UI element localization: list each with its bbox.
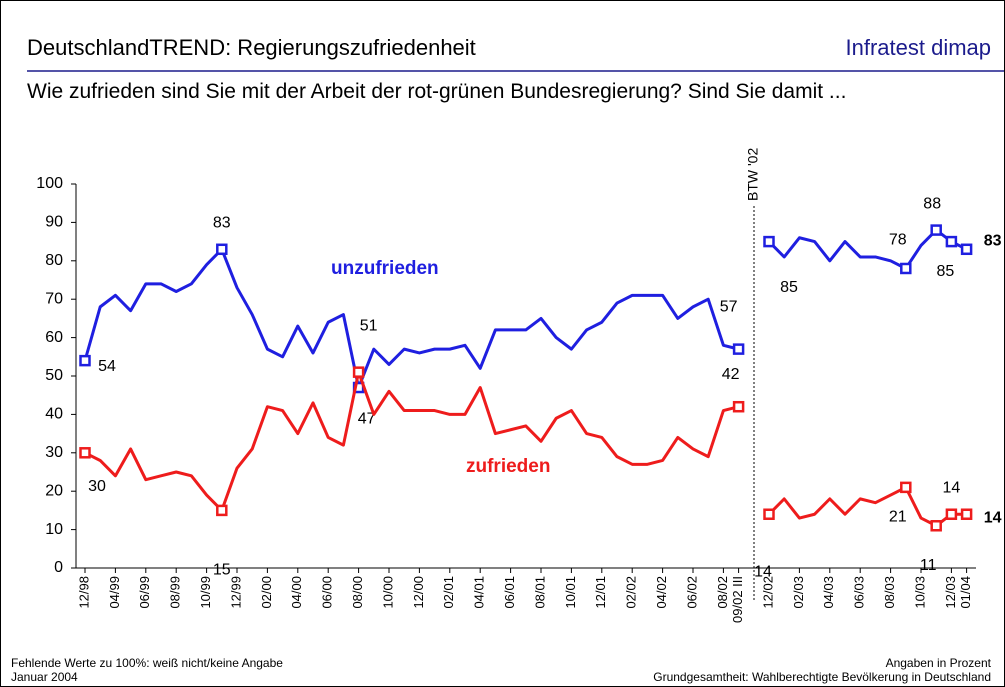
y-tick-label: 20 xyxy=(45,482,63,499)
data-label: 51 xyxy=(360,317,378,334)
y-tick-label: 100 xyxy=(36,175,63,192)
point-marker xyxy=(352,366,365,378)
x-tick-label: 10/99 xyxy=(198,576,213,609)
x-tick-label: 02/01 xyxy=(441,576,456,609)
title: DeutschlandTREND: Regierungszufriedenhei… xyxy=(27,35,476,60)
point-marker xyxy=(732,400,745,413)
point-marker xyxy=(930,224,942,236)
footer-left: Fehlende Werte zu 100%: weiß nicht/keine… xyxy=(11,656,283,670)
point-marker xyxy=(79,447,91,459)
point-marker xyxy=(900,481,912,494)
x-tick-label: 04/00 xyxy=(289,576,304,609)
x-tick-label: 08/02 xyxy=(715,576,730,609)
x-tick-label: 04/03 xyxy=(821,576,836,609)
x-tick-label: 06/02 xyxy=(684,576,699,609)
x-tick-label: 02/03 xyxy=(791,576,806,609)
point-marker xyxy=(900,262,912,275)
x-tick-label: 12/99 xyxy=(228,576,243,609)
point-marker xyxy=(732,343,745,355)
data-label: 85 xyxy=(780,279,798,296)
x-tick-label: 10/00 xyxy=(380,576,395,609)
data-label: 47 xyxy=(358,411,376,428)
x-tick-label: 08/01 xyxy=(532,576,547,609)
y-tick-label: 90 xyxy=(45,214,63,231)
x-tick-label: 04/01 xyxy=(472,576,487,609)
x-tick-label: 08/00 xyxy=(350,576,365,609)
annotation: BTW '02 xyxy=(745,148,761,201)
x-tick-label: 10/03 xyxy=(912,576,927,609)
footer-right: Angaben in Prozent xyxy=(886,656,992,670)
data-label: 57 xyxy=(720,298,738,315)
series-line xyxy=(84,370,967,528)
x-tick-label: 12/01 xyxy=(593,576,608,609)
data-label: 14 xyxy=(984,509,1002,526)
footer-right: Grundgesamtheit: Wahlberechtigte Bevölke… xyxy=(653,670,991,684)
point-marker xyxy=(945,508,958,520)
data-label: 78 xyxy=(889,232,907,249)
x-tick-label: 06/00 xyxy=(320,576,335,609)
x-tick-label: 06/99 xyxy=(137,576,152,609)
question: Wie zufrieden sind Sie mit der Arbeit de… xyxy=(27,80,847,103)
data-label: 54 xyxy=(98,358,116,375)
x-tick-label: 06/01 xyxy=(502,576,517,609)
point-marker xyxy=(945,235,958,248)
data-label: 85 xyxy=(937,263,955,280)
y-tick-label: 40 xyxy=(45,406,63,423)
point-marker xyxy=(216,504,228,517)
data-label: 14 xyxy=(943,479,961,496)
x-tick-label: 02/00 xyxy=(259,576,274,609)
x-tick-label: 09/02 III xyxy=(730,576,745,623)
series-label: zufrieden xyxy=(466,456,550,477)
x-tick-label: 01/04 xyxy=(958,576,973,609)
point-marker xyxy=(763,235,775,248)
x-tick-label: 12/02 xyxy=(760,576,775,609)
y-tick-label: 70 xyxy=(45,290,63,307)
data-label: 83 xyxy=(984,232,1002,249)
point-marker xyxy=(960,508,973,520)
data-label: 14 xyxy=(754,563,772,580)
data-label: 83 xyxy=(213,214,231,231)
footer-left: Januar 2004 xyxy=(11,670,78,684)
y-tick-label: 10 xyxy=(45,521,63,538)
y-tick-label: 50 xyxy=(45,367,63,384)
y-tick-label: 80 xyxy=(45,252,63,269)
point-marker xyxy=(930,520,942,532)
x-tick-label: 06/03 xyxy=(852,576,867,609)
series-label: unzufrieden xyxy=(331,258,439,279)
x-tick-label: 12/98 xyxy=(76,576,91,609)
x-tick-label: 02/02 xyxy=(624,576,639,609)
x-tick-label: 08/03 xyxy=(882,576,897,609)
x-tick-label: 12/03 xyxy=(943,576,958,609)
y-tick-label: 0 xyxy=(54,559,63,576)
point-marker xyxy=(79,354,91,367)
point-marker xyxy=(960,243,973,256)
y-tick-label: 30 xyxy=(45,444,63,461)
point-marker xyxy=(763,508,775,520)
brand: Infratest dimap xyxy=(845,35,991,60)
data-label: 88 xyxy=(923,195,941,212)
x-tick-label: 08/99 xyxy=(168,576,183,609)
x-tick-label: 12/00 xyxy=(411,576,426,609)
data-label: 30 xyxy=(88,478,106,495)
x-tick-label: 04/99 xyxy=(107,576,122,609)
point-marker xyxy=(216,243,228,256)
data-label: 15 xyxy=(213,562,231,579)
data-label: 42 xyxy=(722,366,740,383)
x-tick-label: 10/01 xyxy=(563,576,578,609)
x-tick-label: 04/02 xyxy=(654,576,669,609)
data-label: 11 xyxy=(920,557,937,574)
y-tick-label: 60 xyxy=(45,329,63,346)
data-label: 21 xyxy=(889,509,907,526)
